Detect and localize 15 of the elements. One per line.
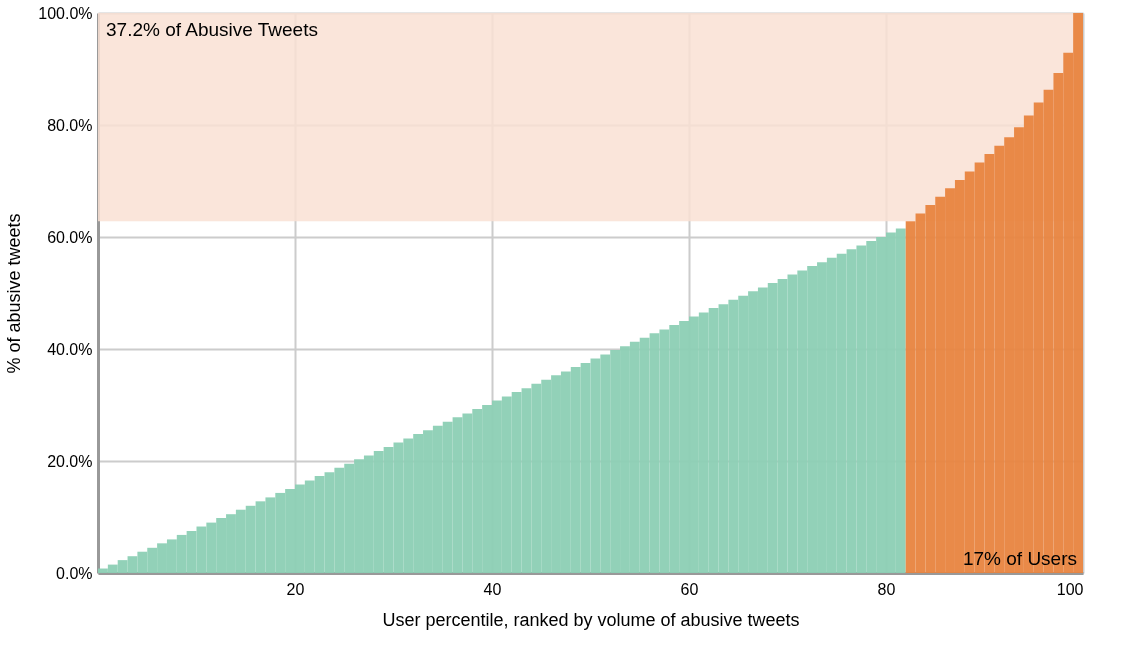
- y-tick-label: 100.0%: [38, 4, 93, 22]
- x-tick-label: 60: [680, 580, 699, 598]
- y-tick-label: 40.0%: [47, 340, 93, 358]
- x-tick-label: 20: [286, 580, 305, 598]
- x-tick-label: 80: [877, 580, 896, 598]
- y-tick-label: 60.0%: [47, 228, 93, 246]
- x-tick-label: 100: [1056, 580, 1084, 598]
- y-axis-title: % of abusive tweets: [4, 213, 25, 374]
- annotation: 17% of Users: [962, 548, 1077, 569]
- y-tick-label: 0.0%: [56, 564, 93, 582]
- y-tick-label: 20.0%: [47, 452, 93, 470]
- band-label: 37.2% of Abusive Tweets: [106, 19, 318, 40]
- x-tick-label: 40: [483, 580, 502, 598]
- x-axis-title: User percentile, ranked by volume of abusive tweets: [382, 609, 800, 630]
- y-tick-label: 80.0%: [47, 116, 93, 134]
